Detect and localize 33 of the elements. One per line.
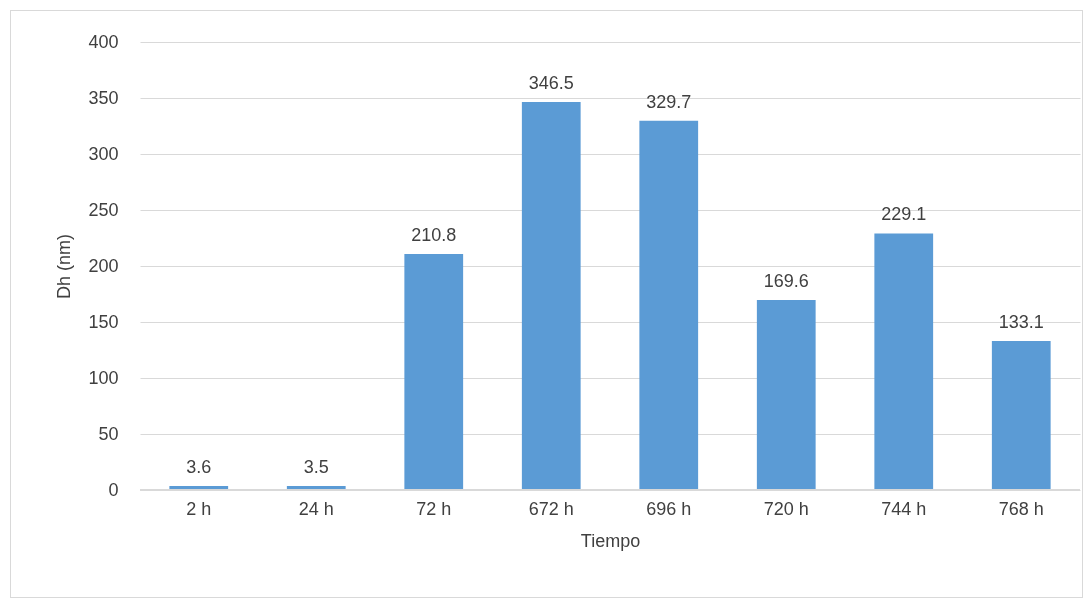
data-label: 329.7 <box>646 91 692 112</box>
x-axis-title: Tiempo <box>580 530 641 551</box>
data-label: 3.5 <box>303 457 329 478</box>
bar <box>874 233 934 490</box>
data-label: 3.6 <box>186 456 212 477</box>
x-tick-label: 696 h <box>646 498 692 519</box>
y-tick-label: 400 <box>88 31 119 52</box>
y-tick-label: 350 <box>88 87 119 108</box>
y-tick-label: 150 <box>88 311 119 332</box>
y-tick-label: 50 <box>98 423 119 444</box>
x-tick-label: 72 h <box>416 498 452 519</box>
y-tick-label: 200 <box>88 255 119 276</box>
x-tick-label: 720 h <box>763 498 809 519</box>
bar <box>404 253 464 490</box>
bar <box>991 340 1051 490</box>
data-label: 210.8 <box>411 224 457 245</box>
data-label: 169.6 <box>763 271 809 292</box>
bar <box>756 300 816 490</box>
x-tick-label: 24 h <box>298 498 334 519</box>
y-tick-label: 100 <box>88 367 119 388</box>
y-tick-label: 300 <box>88 143 119 164</box>
x-tick-label: 672 h <box>528 498 574 519</box>
bar <box>639 120 699 490</box>
x-tick-label: 744 h <box>881 498 927 519</box>
data-label: 133.1 <box>998 311 1044 332</box>
data-label: 229.1 <box>881 204 927 225</box>
data-label: 346.5 <box>528 72 574 93</box>
y-tick-label: 0 <box>108 479 119 500</box>
y-axis-title: Dh (nm) <box>54 233 75 300</box>
y-tick-label: 250 <box>88 199 119 220</box>
x-tick-label: 2 h <box>186 498 212 519</box>
bar <box>521 101 581 490</box>
x-tick-label: 768 h <box>998 498 1044 519</box>
